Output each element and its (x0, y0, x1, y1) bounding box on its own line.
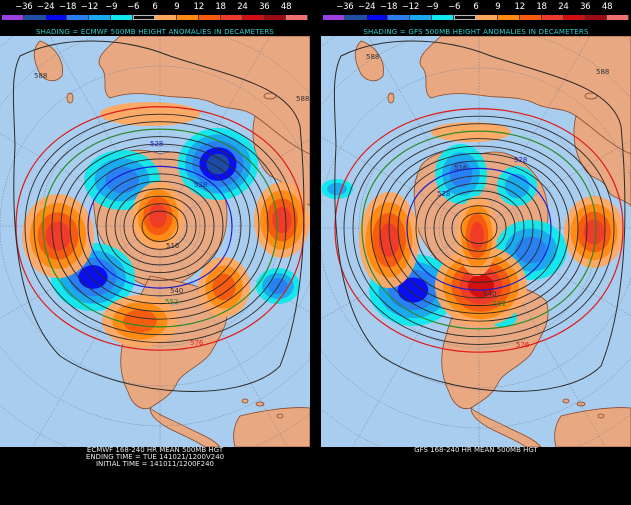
height-contours (12, 40, 305, 392)
legend-tick-label: 48 (280, 2, 292, 12)
contour-label: 528 (194, 181, 207, 189)
legend-tick-label: 12 (193, 2, 204, 12)
legend-swatch (45, 15, 68, 20)
legend-tick-label: 9 (495, 2, 501, 12)
legend-tick-label: 36 (580, 2, 591, 12)
legend-tick-label: 48 (601, 2, 613, 12)
contour-label: 552 (165, 298, 178, 306)
legend-tick-label: −12 (401, 2, 420, 12)
legend-swatch (199, 15, 221, 20)
legend-tick-label: −36 (336, 2, 354, 12)
legend-swatch (498, 15, 521, 20)
legend-tick-label: −36 (15, 2, 33, 12)
legend-tick-label: 6 (152, 2, 158, 12)
contour-label: 588 (296, 95, 309, 103)
legend-color-bar (2, 15, 308, 20)
color-legend: −36 −24 −18 −12 −9 −6 6 9 12 18 24 36 48 (323, 0, 629, 30)
legend-tick-label: −6 (127, 2, 140, 12)
legend-tick-label: 24 (558, 2, 569, 12)
legend-tick-label: −6 (448, 2, 461, 12)
legend-swatch (67, 15, 90, 20)
legend-tick-label: 6 (473, 2, 479, 12)
color-legend: −36 −24 −18 −12 −9 −6 6 9 12 18 24 36 48 (2, 0, 308, 30)
caption-title: ECMWF 168-240 HR MEAN 500MB HGT (86, 446, 224, 454)
legend-tick-label: 18 (215, 2, 226, 12)
legend-swatch (520, 15, 542, 20)
legend-tick-label: 18 (536, 2, 547, 12)
legend-swatch (476, 15, 499, 20)
contour-label: 516 (454, 164, 468, 172)
legend-ticks: −36 −24 −18 −12 −9 −6 6 9 12 18 24 36 48 (323, 2, 629, 12)
legend-tick-label: −9 (105, 2, 118, 12)
legend-tick-label: 12 (514, 2, 525, 12)
legend-swatch (177, 15, 200, 20)
legend-swatch (264, 15, 287, 20)
caption-title: GFS 168-240 HR MEAN 500MB HGT (414, 446, 538, 454)
legend-swatch (344, 15, 367, 20)
ecmwf-panel: −36 −24 −18 −12 −9 −6 6 9 12 18 24 36 48 SHADING = E… (0, 0, 310, 505)
caption-ending-time: ENDING TIME = TUE 141021/1200V240 (85, 453, 225, 461)
contour-label: 540 (483, 290, 496, 298)
contour-label: 552 (493, 300, 506, 308)
ecmwf-map: 588 528 528 516 540 552 576 588 (0, 36, 310, 447)
contour-label: 540 (170, 287, 183, 295)
legend-swatch (366, 15, 389, 20)
legend-swatch (242, 15, 265, 20)
contour-label: 528 (150, 140, 163, 148)
contour-labels: 588 528 528 516 540 552 576 588 (34, 72, 309, 347)
legend-swatch (607, 15, 629, 20)
map-caption: GFS 168-240 HR MEAN 500MB HGT (321, 447, 631, 454)
contour-label: 528 (514, 156, 527, 164)
legend-tick-label: −12 (80, 2, 99, 12)
legend-swatch (2, 15, 24, 20)
legend-swatch (585, 15, 608, 20)
legend-tick-label: 24 (237, 2, 248, 12)
legend-tick-label: 9 (174, 2, 180, 12)
legend-color-bar (323, 15, 629, 20)
contour-label: 528 (437, 190, 450, 198)
legend-swatch (541, 15, 564, 20)
legend-tick-label: −18 (379, 2, 398, 12)
legend-tick-label: −24 (37, 2, 55, 12)
legend-swatch (286, 15, 308, 20)
legend-swatch (23, 15, 46, 20)
legend-tick-label: −18 (58, 2, 77, 12)
legend-swatch (453, 15, 477, 20)
legend-swatch (110, 15, 133, 20)
contour-label: 588 (596, 68, 609, 76)
legend-swatch (155, 15, 178, 20)
shading-label: SHADING = GFS 500MB HEIGHT ANOMALIES IN … (363, 28, 589, 36)
contour-label: 576 (190, 339, 204, 347)
contour-labels: 588 588 516 528 528 540 552 576 (366, 53, 609, 349)
gfs-panel: −36 −24 −18 −12 −9 −6 6 9 12 18 24 36 48 SHADING = G… (321, 0, 631, 505)
map-caption: ECMWF 168-240 HR MEAN 500MB HGT ENDING T… (0, 447, 310, 468)
legend-swatch (323, 15, 345, 20)
legend-swatch (563, 15, 586, 20)
legend-tick-label: −9 (426, 2, 439, 12)
contour-label: 588 (366, 53, 379, 61)
caption-initial-time: INITIAL TIME = 141011/1200F240 (95, 460, 215, 468)
height-contours (333, 40, 626, 392)
legend-tick-label: −24 (358, 2, 376, 12)
legend-swatch (132, 15, 156, 20)
legend-swatch (431, 15, 454, 20)
gfs-map: 588 588 516 528 528 540 552 576 (321, 36, 631, 447)
contour-label: 516 (166, 242, 180, 250)
legend-swatch (89, 15, 111, 20)
legend-swatch (388, 15, 411, 20)
shading-label: SHADING = ECMWF 500MB HEIGHT ANOMALIES I… (35, 28, 275, 36)
legend-swatch (220, 15, 243, 20)
legend-ticks: −36 −24 −18 −12 −9 −6 6 9 12 18 24 36 48 (2, 2, 308, 12)
legend-tick-label: 36 (259, 2, 270, 12)
contour-label: 576 (516, 341, 530, 349)
legend-swatch (410, 15, 432, 20)
contour-label: 588 (34, 72, 47, 80)
